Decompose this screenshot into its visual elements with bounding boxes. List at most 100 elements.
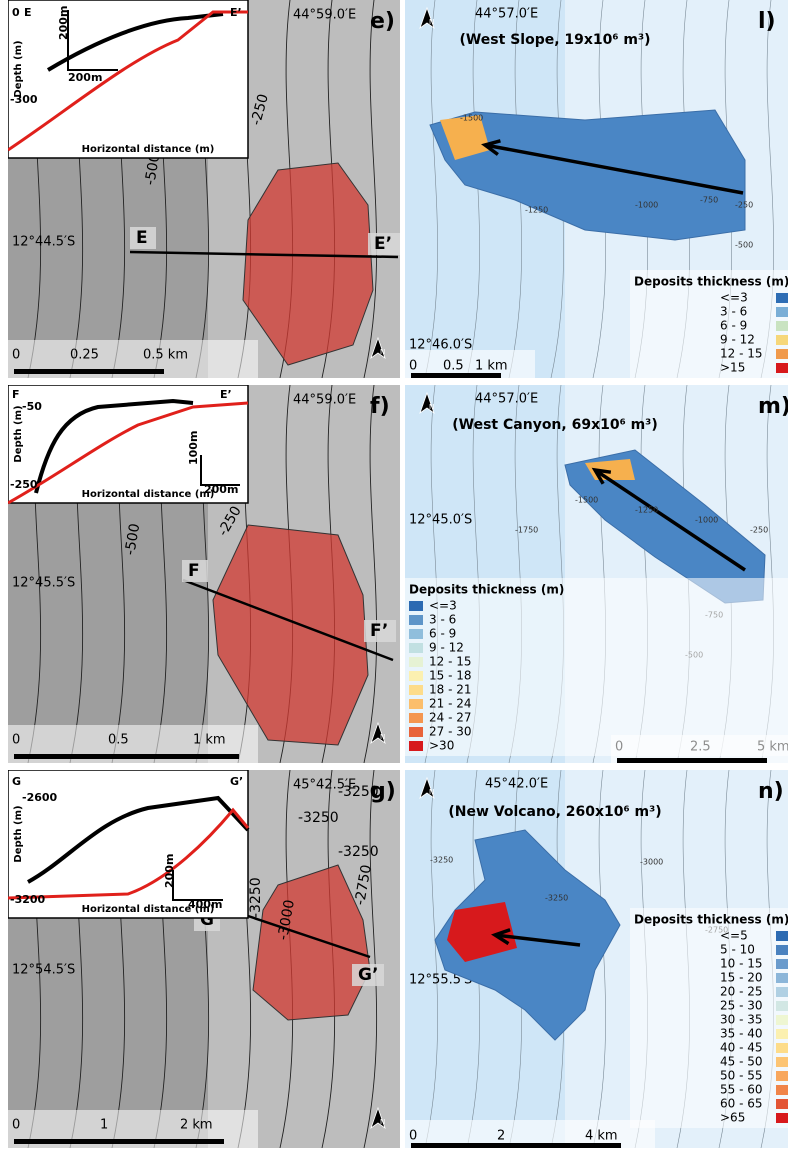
- panel-label: n): [758, 779, 784, 804]
- legend-swatch: [776, 1015, 788, 1025]
- inset-label: E’: [230, 6, 242, 19]
- profile-end: F’: [370, 621, 388, 641]
- legend-swatch: [776, 321, 788, 331]
- inset-label: 200m: [68, 71, 102, 84]
- contour-label: -1000: [635, 201, 658, 210]
- scale-label: 1 km: [475, 359, 508, 374]
- contour-label: -500: [735, 241, 753, 250]
- contour-label: -3250: [545, 894, 568, 903]
- panel-title: (West Canyon, 69x10⁶ m³): [452, 417, 657, 433]
- legend-label: 6 - 9: [429, 627, 456, 641]
- lat-label: 12°54.5′S: [12, 963, 75, 978]
- scale-label: 2 km: [180, 1118, 213, 1133]
- figure: e)12°44.5′S44°59.0′EEE’-500-25000.250.5 …: [0, 0, 788, 1150]
- legend-swatch: [776, 363, 788, 373]
- inset-label: -50: [22, 400, 42, 413]
- lat-label: 12°44.5′S: [12, 235, 75, 250]
- contour-label: -3250: [248, 877, 264, 918]
- contour-label: -1750: [515, 526, 538, 535]
- legend-label: 15 - 18: [429, 669, 472, 683]
- legend-swatch: [409, 601, 423, 611]
- deposit-map-panel: n)12°55.5′S45°42.0′E(New Volcano, 260x10…: [405, 770, 788, 1148]
- panel-label: f): [370, 394, 390, 419]
- profile-end: E’: [374, 234, 392, 254]
- legend-label: 3 - 6: [720, 305, 747, 319]
- lon-label: 44°57.0′E: [475, 392, 538, 407]
- scale-label: 1: [100, 1118, 108, 1133]
- scale-label: 1 km: [193, 733, 226, 748]
- legend-swatch: [776, 349, 788, 359]
- panel-title: (New Volcano, 260x10⁶ m³): [448, 804, 661, 820]
- profile-end: G’: [358, 965, 378, 985]
- inset-label: G’: [230, 775, 243, 788]
- legend-box: [630, 908, 788, 1128]
- inset-label: 200m: [57, 6, 70, 40]
- legend-label: 9 - 12: [720, 333, 755, 347]
- scale-label: 0: [12, 1118, 20, 1133]
- scale-bar: [411, 373, 501, 378]
- profile-start: E: [136, 228, 148, 248]
- legend-label: 40 - 45: [720, 1041, 763, 1055]
- lat-label: 12°45.5′S: [12, 576, 75, 591]
- legend-label: 60 - 65: [720, 1097, 763, 1111]
- inset-label: 100m: [187, 431, 200, 465]
- inset-label: E’: [220, 388, 232, 401]
- lat-label: 12°45.0′S: [409, 513, 472, 528]
- legend-label: 10 - 15: [720, 957, 763, 971]
- contour-label: -250: [750, 526, 768, 535]
- contour-label: -3250: [338, 784, 379, 800]
- legend-swatch: [776, 1085, 788, 1095]
- scale-bar: [14, 369, 164, 374]
- legend-title: Deposits thickness (m): [634, 913, 788, 927]
- panel-title: (West Slope, 19x10⁶ m³): [459, 32, 650, 48]
- scale-label: 0: [409, 1129, 417, 1144]
- scale-label: 2: [497, 1129, 505, 1144]
- legend-label: 30 - 35: [720, 1013, 763, 1027]
- scale-label: 0: [12, 733, 20, 748]
- north-label: N: [429, 18, 434, 26]
- scale-label: 0.25: [70, 348, 99, 363]
- contour-label: -750: [700, 196, 718, 205]
- deposit-map-panel: l)12°46.0′S44°57.0′E(West Slope, 19x10⁶ …: [405, 0, 788, 378]
- legend-swatch: [776, 1043, 788, 1053]
- legend-label: 35 - 40: [720, 1027, 763, 1041]
- legend-swatch: [409, 657, 423, 667]
- legend-swatch: [776, 959, 788, 969]
- north-label: N: [429, 403, 434, 411]
- legend-label: 6 - 9: [720, 319, 747, 333]
- contour-label: -1000: [695, 516, 718, 525]
- profile-start: F: [188, 561, 200, 581]
- legend-swatch: [409, 671, 423, 681]
- inset-y-label: Depth (m): [13, 40, 24, 97]
- legend-label: 12 - 15: [429, 655, 472, 669]
- inset-label: -3200: [10, 893, 46, 906]
- legend-label: 27 - 30: [429, 725, 472, 739]
- contour-label: -1250: [525, 206, 548, 215]
- legend-title: Deposits thickness (m): [409, 583, 564, 597]
- legend-label: 45 - 50: [720, 1055, 763, 1069]
- inset-label: 0: [12, 6, 20, 19]
- legend-swatch: [776, 931, 788, 941]
- legend-label: <=5: [720, 929, 748, 943]
- scale-bar: [14, 754, 239, 759]
- legend-label: >15: [720, 361, 745, 375]
- north-label: N: [429, 788, 434, 796]
- panel-label: e): [370, 9, 395, 34]
- legend-label: 15 - 20: [720, 971, 763, 985]
- scale-label: 0.5: [443, 359, 464, 374]
- bathymetry-panel: f)12°45.5′S44°59.0′EFF’-500-25000.51 kmF…: [8, 385, 400, 763]
- panel-label: l): [758, 9, 776, 34]
- inset-x-label: Horizontal distance (m): [82, 144, 215, 155]
- legend-label: 5 - 10: [720, 943, 755, 957]
- legend-swatch: [776, 335, 788, 345]
- legend-swatch: [776, 293, 788, 303]
- inset-box: [8, 0, 248, 158]
- panel-label: m): [758, 394, 788, 419]
- bathymetry-panel: e)12°44.5′S44°59.0′EEE’-500-25000.250.5 …: [8, 0, 400, 378]
- inset-y-label: Depth (m): [13, 805, 24, 862]
- legend-swatch: [776, 945, 788, 955]
- north-label: N: [380, 1118, 385, 1126]
- legend-swatch: [776, 307, 788, 317]
- inset-x-label: Horizontal distance (m): [82, 904, 215, 915]
- inset-label: F: [12, 388, 20, 401]
